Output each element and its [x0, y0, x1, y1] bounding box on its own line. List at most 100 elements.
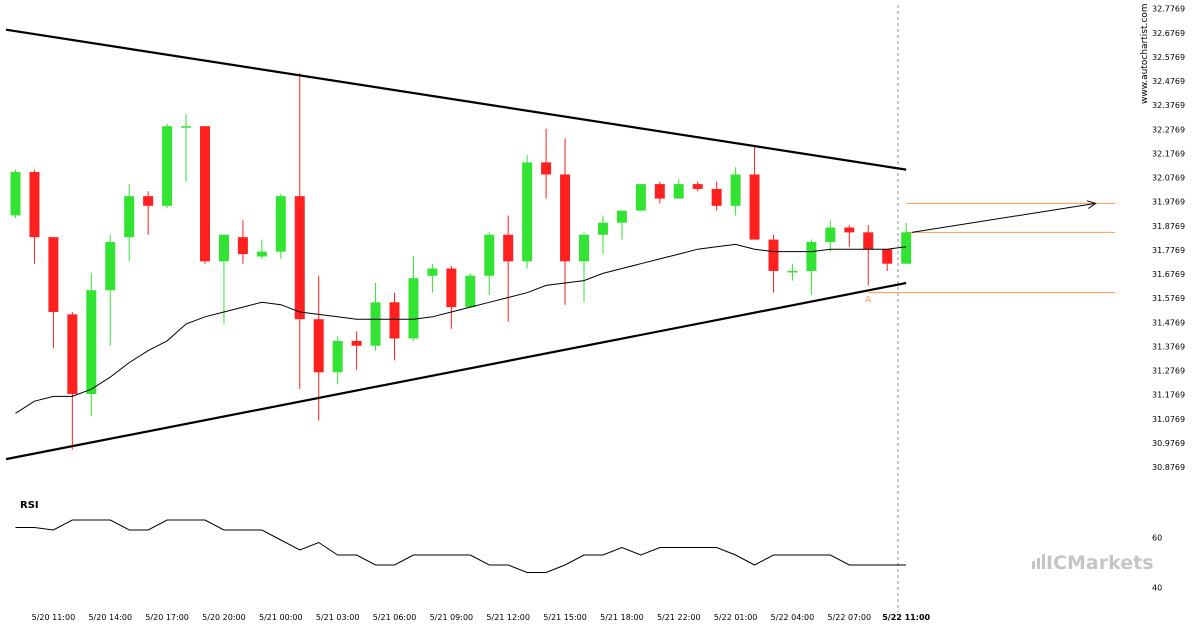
- price-tick-label: 31.7769: [1152, 246, 1185, 255]
- price-tick-label: 31.2769: [1152, 367, 1185, 376]
- watermark-url: www.autochartist.com: [1140, 3, 1150, 104]
- time-tick-label: 5/20 17:00: [145, 613, 189, 622]
- time-axis: 5/20 11:00 5/20 14:00 5/20 17:00 5/20 20:00…: [32, 613, 931, 622]
- candle-body: [484, 234, 495, 276]
- brand-name: ICMarkets: [1046, 552, 1154, 574]
- candle-body: [711, 188, 722, 206]
- candle-body: [427, 268, 438, 276]
- price-tick-label: 32.7769: [1152, 5, 1185, 14]
- price-tick-label: 31.4769: [1152, 318, 1185, 327]
- price-tick-label: 31.0769: [1152, 415, 1185, 424]
- candle-body: [237, 237, 248, 255]
- time-tick-label: 5/20 14:00: [88, 613, 132, 622]
- time-tick-label: 5/22 01:00: [714, 613, 758, 622]
- candle-body: [882, 249, 893, 264]
- candle-body: [597, 222, 608, 235]
- time-tick-label: 5/22 07:00: [828, 613, 872, 622]
- rsi-label: RSI: [20, 500, 39, 511]
- candle-body: [901, 232, 912, 264]
- candle-body: [446, 268, 457, 308]
- candle-body: [787, 270, 798, 273]
- candle-body: [313, 319, 324, 373]
- price-tick-label: 31.6769: [1152, 270, 1185, 279]
- time-tick-label: 5/21 06:00: [373, 613, 417, 622]
- candle-body: [825, 227, 836, 242]
- time-tick-label: 5/20 20:00: [202, 613, 246, 622]
- price-tick-label: 31.3769: [1152, 342, 1185, 351]
- candle-body: [351, 340, 362, 346]
- candle-body: [332, 340, 343, 373]
- rsi-axis: 60 40: [1152, 534, 1162, 593]
- candle-body: [370, 302, 381, 346]
- price-tick-label: 31.9769: [1152, 198, 1185, 207]
- price-tick-label: 31.1769: [1152, 391, 1185, 400]
- candle-body: [67, 314, 78, 394]
- forecast-arrow-line: [911, 202, 1096, 233]
- triangle-upper-line: [5, 28, 907, 171]
- candle-body: [200, 126, 210, 262]
- pattern-marker-a: A: [865, 296, 872, 306]
- candle-body: [560, 174, 571, 262]
- price-tick-label: 32.1769: [1152, 149, 1185, 158]
- time-tick-label: 5/21 12:00: [486, 613, 530, 622]
- brand-logo: ICMarkets: [1032, 552, 1154, 574]
- candle-body: [806, 242, 817, 271]
- price-tick-label: 32.0769: [1152, 174, 1185, 183]
- rsi-line: [15, 519, 907, 573]
- price-axis: 32.7769 32.6769 32.5769 32.4769 32.3769 32.27…: [1152, 5, 1185, 472]
- time-tick-label: 5/21 15:00: [543, 613, 587, 622]
- price-tick-label: 30.8769: [1152, 463, 1185, 472]
- time-tick-label: 5/21 22:00: [657, 613, 701, 622]
- candle-body: [503, 234, 514, 262]
- candle-body: [541, 162, 552, 175]
- candle-body: [863, 232, 874, 250]
- time-tick-label: 5/21 18:00: [600, 613, 644, 622]
- candle-body: [48, 237, 59, 312]
- candle-body: [256, 251, 267, 257]
- bars-icon: [1032, 554, 1045, 569]
- candle-body: [522, 162, 533, 262]
- time-tick-label: 5/22 11:00: [882, 613, 930, 622]
- key-levels: [868, 202, 1115, 294]
- candle-body: [105, 242, 116, 291]
- candle-body: [749, 174, 760, 240]
- price-tick-label: 32.6769: [1152, 29, 1185, 38]
- candle-body: [635, 184, 646, 211]
- candle-body: [275, 196, 286, 252]
- rsi-tick-label: 40: [1152, 584, 1162, 593]
- candlesticks: [10, 73, 912, 450]
- candle-body: [294, 196, 305, 320]
- price-tick-label: 32.4769: [1152, 77, 1185, 86]
- candle-body: [768, 239, 779, 271]
- candle-body: [844, 227, 855, 233]
- candle-body: [730, 174, 741, 206]
- time-tick-label: 5/22 04:00: [771, 613, 815, 622]
- candle-body: [162, 126, 173, 206]
- candle-body: [408, 278, 419, 339]
- candle-body: [86, 290, 97, 394]
- triangle-pattern: [5, 28, 907, 461]
- candle-body: [654, 184, 665, 199]
- candle-body: [465, 275, 476, 308]
- forecast-arrow: [911, 200, 1097, 233]
- candle-body: [10, 172, 21, 216]
- rsi-tick-label: 60: [1152, 534, 1162, 543]
- price-tick-label: 31.5769: [1152, 294, 1185, 303]
- candle-body: [181, 126, 192, 128]
- time-tick-label: 5/20 11:00: [32, 613, 76, 622]
- forecast-arrow-head: [1086, 200, 1097, 209]
- candle-body: [616, 210, 627, 223]
- candle-body: [143, 196, 154, 206]
- candle-body: [579, 234, 589, 262]
- candle-body: [29, 172, 40, 238]
- moving-average-line: [15, 243, 907, 414]
- candle-body: [673, 184, 684, 199]
- price-tick-label: 32.5769: [1152, 53, 1185, 62]
- triangle-lower-line: [5, 281, 907, 461]
- candle-body: [218, 234, 229, 262]
- time-tick-label: 5/21 03:00: [316, 613, 360, 622]
- price-tick-label: 32.2769: [1152, 125, 1185, 134]
- candle-body: [692, 184, 703, 189]
